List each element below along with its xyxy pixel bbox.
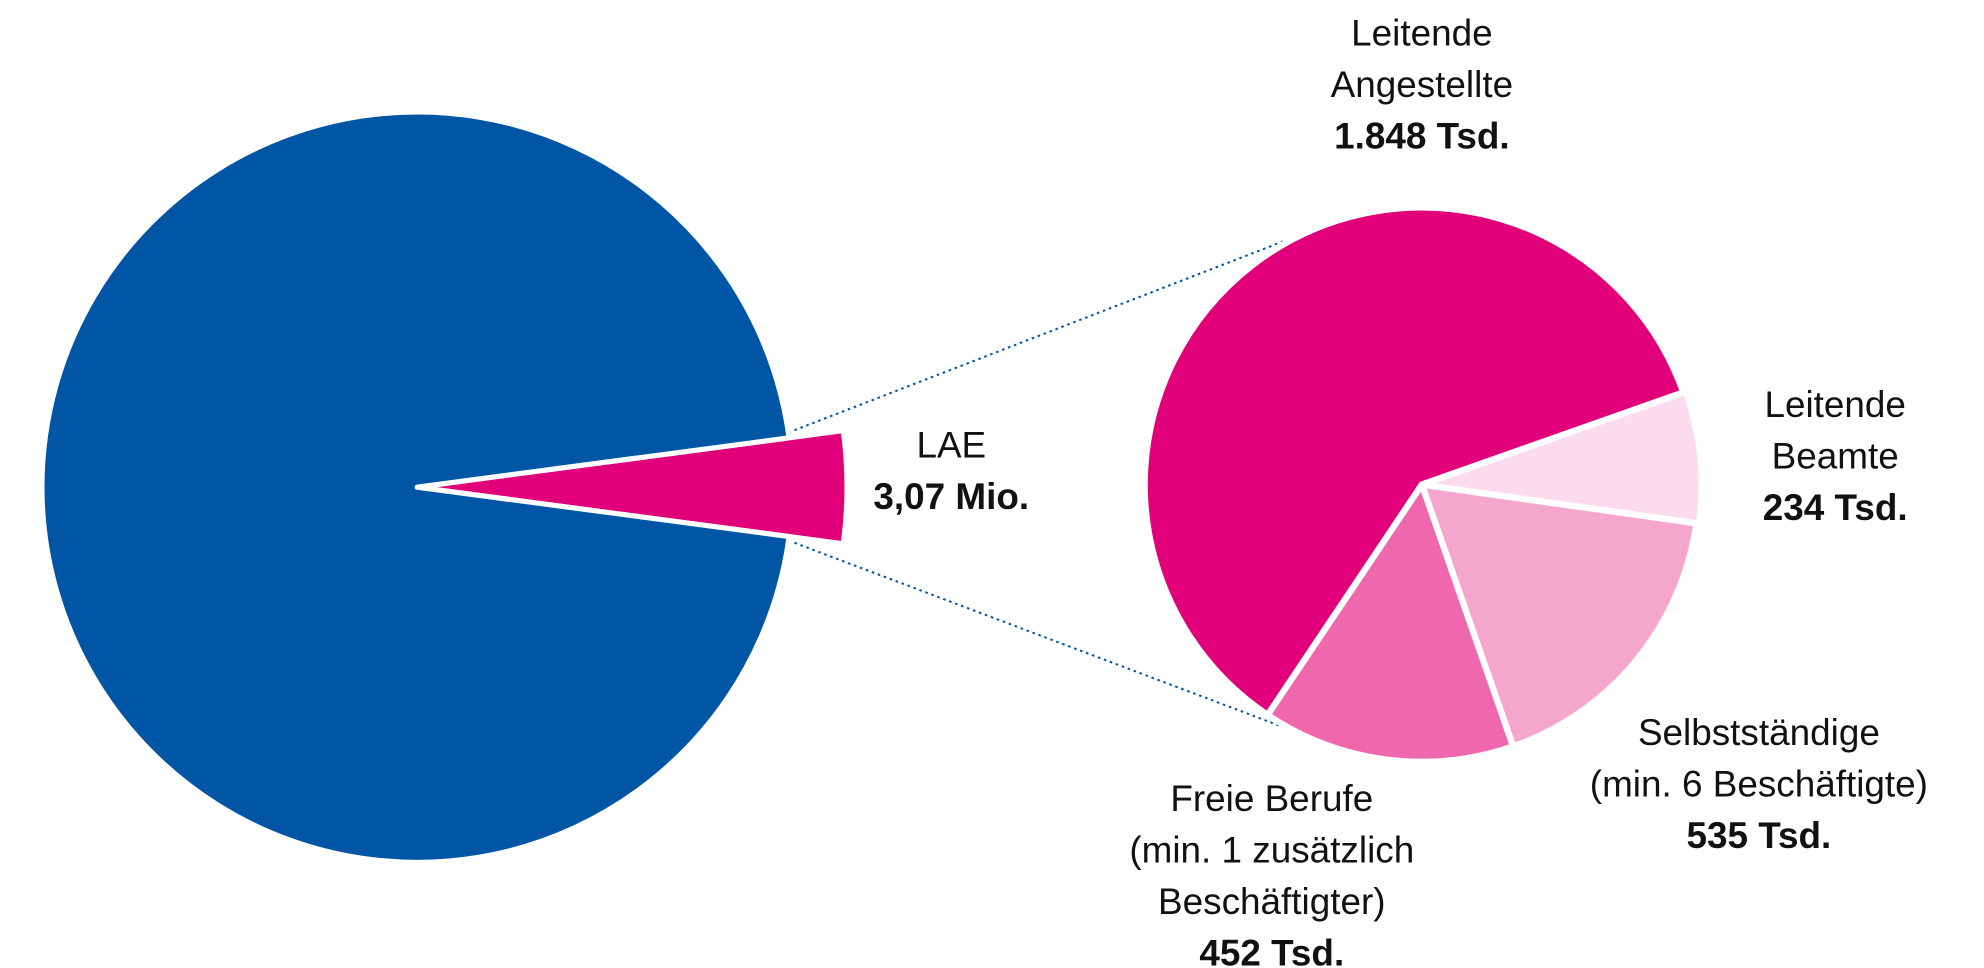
pie-slice — [39, 109, 792, 865]
slice-label: Angestellte — [1331, 64, 1513, 105]
slice-label: (min. 6 Beschäftigte) — [1590, 763, 1928, 804]
slice-label: Freie Berufe — [1170, 778, 1373, 819]
slice-label: Beschäftigter) — [1158, 881, 1386, 922]
pie-slice — [1264, 481, 1517, 766]
slice-label: (min. 1 zusätzlich — [1129, 830, 1414, 871]
value-label: 535 Tsd. — [1686, 815, 1831, 856]
value-label: 452 Tsd. — [1199, 933, 1344, 968]
slice-label: Leitende — [1764, 384, 1906, 425]
value-label: 1.848 Tsd. — [1334, 115, 1510, 156]
value-label: 3,07 Mio. — [873, 476, 1029, 517]
slice-label: Selbstständige — [1638, 712, 1880, 753]
slice-label: LAE — [916, 425, 986, 466]
pie-slice — [1141, 204, 1687, 719]
slice-label: Leitende — [1351, 12, 1493, 53]
value-label: 234 Tsd. — [1763, 487, 1908, 528]
pie-slice — [1418, 388, 1705, 527]
slice-label: Beamte — [1772, 435, 1899, 476]
pie-slice — [414, 428, 850, 547]
